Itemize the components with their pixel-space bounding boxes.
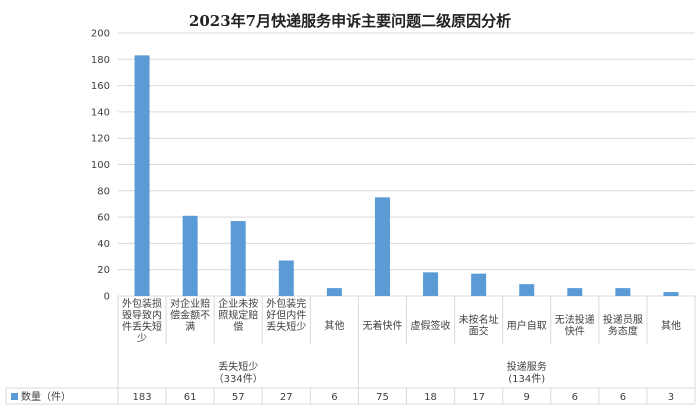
category-label: 毁导致内 bbox=[122, 309, 162, 322]
category-label: 务态度 bbox=[608, 325, 638, 338]
category-label: 外包装完 bbox=[266, 297, 306, 310]
bar bbox=[663, 292, 679, 296]
group-label: 投递服务 bbox=[507, 360, 547, 373]
y-tick-label: 140 bbox=[91, 107, 110, 118]
y-tick-label: 120 bbox=[91, 134, 110, 145]
category-label: 投递员服 bbox=[603, 313, 643, 326]
y-tick-label: 40 bbox=[97, 239, 110, 250]
bar bbox=[471, 273, 487, 296]
y-tick-label: 160 bbox=[91, 81, 110, 92]
bar bbox=[134, 55, 150, 297]
category-label: 丢失短少 bbox=[266, 320, 306, 333]
y-tick-label: 200 bbox=[91, 29, 110, 40]
bar bbox=[615, 288, 631, 296]
category-label: 企业未按 bbox=[218, 297, 258, 310]
category-label: 偿 bbox=[233, 320, 243, 333]
bar bbox=[519, 284, 535, 296]
category-label: 对企业赔 bbox=[170, 297, 210, 310]
table-value: 183 bbox=[132, 392, 151, 403]
category-label: 其他 bbox=[324, 319, 344, 332]
y-tick-label: 20 bbox=[97, 265, 110, 276]
table-value: 9 bbox=[524, 392, 530, 403]
bar bbox=[374, 197, 390, 296]
table-value: 6 bbox=[572, 392, 578, 403]
table-value: 57 bbox=[232, 392, 245, 403]
category-label: 虚假签收 bbox=[411, 319, 451, 332]
category-label: 满 bbox=[185, 321, 195, 333]
chart-title: 2023年7月快递服务申诉主要问题二级原因分析 bbox=[188, 12, 512, 30]
bar bbox=[230, 221, 246, 296]
y-tick-label: 180 bbox=[91, 55, 110, 66]
bar bbox=[182, 215, 198, 296]
table-value: 18 bbox=[424, 392, 437, 403]
category-label: 快件 bbox=[565, 326, 585, 338]
category-label: 好但内件 bbox=[266, 309, 306, 322]
group-sublabel: (134件) bbox=[508, 373, 545, 385]
bar bbox=[326, 288, 342, 296]
table-value: 3 bbox=[668, 392, 674, 403]
legend-swatch bbox=[11, 393, 18, 400]
category-label: 用户自取 bbox=[507, 319, 547, 332]
group-label: 丢失短少 bbox=[218, 360, 258, 373]
y-tick-label: 60 bbox=[97, 213, 110, 224]
table-value: 17 bbox=[472, 392, 485, 403]
category-label: 无法投递 bbox=[555, 313, 595, 326]
bar bbox=[567, 288, 583, 296]
bar bbox=[278, 260, 294, 296]
category-label: 面交 bbox=[469, 325, 489, 338]
category-label: 未按名址 bbox=[459, 313, 499, 326]
category-label: 照规定赔 bbox=[218, 309, 258, 322]
y-tick-label: 100 bbox=[91, 160, 110, 171]
y-tick-label: 0 bbox=[104, 292, 110, 303]
table-value: 27 bbox=[280, 392, 293, 403]
category-label: 其他 bbox=[661, 319, 681, 332]
legend-label: 数量（件） bbox=[21, 390, 71, 403]
category-label: 件丢失短 bbox=[122, 320, 162, 333]
category-label: 无着快件 bbox=[362, 319, 402, 332]
category-label: 偿金额不 bbox=[170, 309, 210, 322]
category-label: 少 bbox=[137, 333, 147, 345]
table-value: 6 bbox=[331, 392, 337, 403]
group-sublabel: （334件） bbox=[214, 373, 263, 385]
category-label: 外包装损 bbox=[122, 297, 162, 310]
table-value: 75 bbox=[376, 392, 389, 403]
table-value: 61 bbox=[184, 392, 197, 403]
table-value: 6 bbox=[620, 392, 626, 403]
y-tick-label: 80 bbox=[97, 186, 110, 197]
bar bbox=[423, 272, 439, 296]
